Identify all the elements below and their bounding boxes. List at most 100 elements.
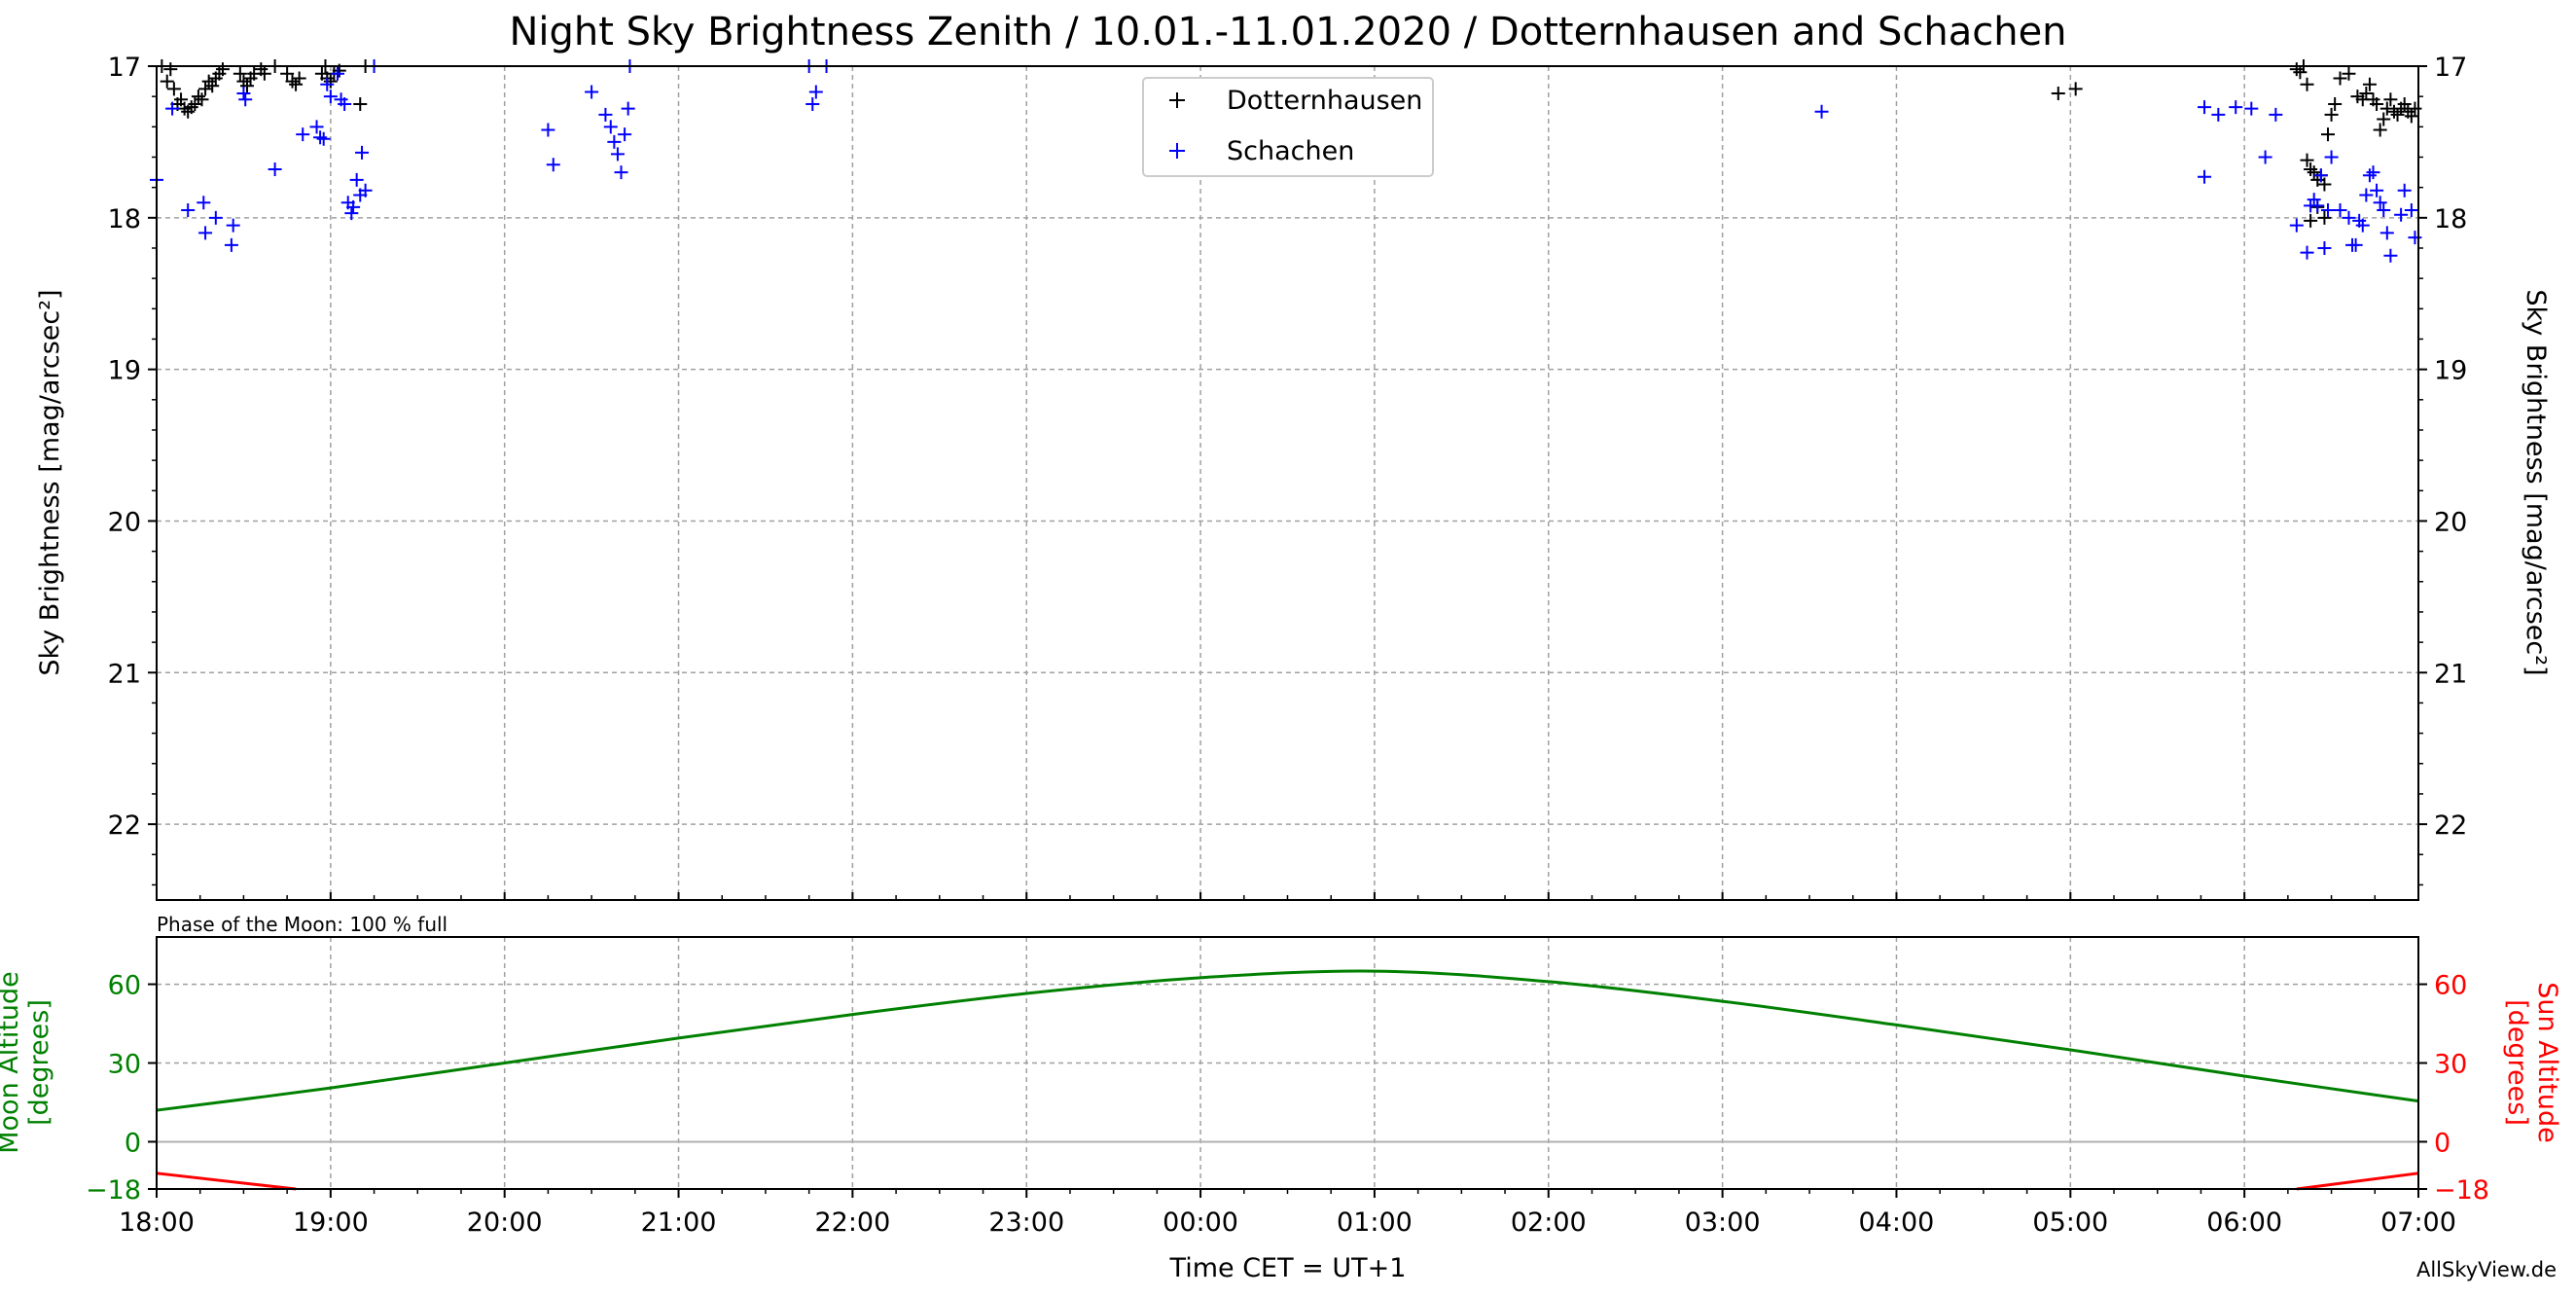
data-point-dotternhausen: [2342, 66, 2356, 81]
time-xtick-label: 03:00: [1685, 1207, 1761, 1238]
data-point-schachen: [296, 127, 310, 142]
time-xlabel: Time CET = UT+1: [1169, 1253, 1407, 1283]
data-point-schachen: [2317, 240, 2332, 255]
data-point-dotternhausen: [353, 96, 368, 111]
data-point-dotternhausen: [2362, 77, 2377, 91]
time-xtick-label: 01:00: [1337, 1207, 1413, 1238]
legend-label-dotternhausen: Dotternhausen: [1227, 86, 1422, 116]
data-point-dotternhausen: [2293, 65, 2308, 80]
data-point-schachen: [2198, 100, 2212, 115]
data-point-schachen: [346, 199, 361, 214]
data-point-dotternhausen: [2317, 210, 2332, 225]
time-xtick-label: 00:00: [1163, 1207, 1238, 1238]
data-point-schachen: [2373, 196, 2387, 210]
data-point-schachen: [2370, 183, 2384, 198]
data-point-dotternhausen: [2404, 109, 2418, 124]
data-point-dotternhausen: [2373, 123, 2387, 137]
data-point-schachen: [2244, 101, 2259, 116]
data-point-dotternhausen: [2370, 96, 2384, 111]
data-point-dotternhausen: [174, 92, 189, 107]
data-point-dotternhausen: [163, 62, 178, 77]
data-point-schachen: [621, 101, 635, 116]
data-point-schachen: [349, 172, 364, 187]
data-point-dotternhausen: [2051, 87, 2065, 101]
data-point-schachen: [2359, 188, 2374, 202]
time-xtick-label: 07:00: [2380, 1207, 2456, 1238]
data-point-schachen: [198, 226, 213, 240]
data-point-schachen: [309, 120, 324, 134]
brightness-ytick-label-left: 20: [108, 507, 141, 537]
data-point-schachen: [2348, 237, 2363, 252]
data-point-schachen: [2300, 245, 2314, 260]
data-point-dotternhausen: [2379, 101, 2394, 116]
data-point-dotternhausen: [188, 96, 202, 111]
data-point-dotternhausen: [215, 62, 230, 77]
data-point-dotternhausen: [2386, 104, 2401, 119]
data-point-schachen: [2307, 193, 2321, 207]
data-point-schachen: [808, 85, 823, 99]
data-point-schachen: [2342, 210, 2356, 225]
data-point-schachen: [226, 218, 240, 233]
data-point-dotternhausen: [2304, 213, 2318, 228]
data-point-schachen: [331, 66, 344, 81]
moon-altitude-ylabel: Moon Altitude[degrees]: [0, 971, 54, 1154]
data-point-schachen: [2229, 100, 2243, 115]
data-point-dotternhausen: [323, 74, 338, 89]
brightness-ytick-label-right: 18: [2434, 204, 2467, 234]
data-point-schachen: [344, 206, 359, 221]
data-point-dotternhausen: [240, 79, 254, 93]
moon-ytick-label: 0: [125, 1128, 141, 1158]
data-point-schachen: [224, 237, 238, 252]
brightness-ytick-label-left: 19: [108, 356, 141, 386]
axis-label-line: Sun Altitude: [2532, 982, 2562, 1142]
data-point-schachen: [236, 87, 251, 101]
data-point-schachen: [268, 162, 282, 176]
data-point-schachen: [2383, 248, 2398, 263]
data-point-schachen: [2404, 203, 2418, 218]
data-point-schachen: [355, 145, 370, 160]
brightness-series: [150, 59, 2422, 263]
data-point-dotternhausen: [2300, 77, 2314, 91]
time-xtick-label: 02:00: [1511, 1207, 1587, 1238]
time-xtick-label: 23:00: [988, 1207, 1064, 1238]
legend-label-schachen: Schachen: [1227, 136, 1354, 166]
data-point-schachen: [323, 90, 338, 104]
brightness-plot-area: [157, 66, 2418, 900]
data-point-dotternhausen: [285, 74, 300, 89]
credit-text: AllSkyView.de: [2416, 1258, 2557, 1281]
data-point-schachen: [614, 165, 628, 180]
data-point-schachen: [2362, 168, 2377, 183]
data-point-schachen: [358, 183, 373, 198]
legend-box: [1142, 77, 1434, 177]
data-point-dotternhausen: [198, 82, 213, 96]
data-point-dotternhausen: [195, 92, 209, 107]
data-point-schachen: [2394, 207, 2409, 222]
chart-title: Night Sky Brightness Zenith / 10.01.-11.…: [509, 10, 2066, 54]
data-point-dotternhausen: [2068, 82, 2083, 96]
data-point-schachen: [2211, 107, 2226, 122]
brightness-ytick-label-left: 21: [108, 659, 141, 689]
data-point-dotternhausen: [2408, 101, 2422, 116]
time-xtick-label: 18:00: [119, 1207, 195, 1238]
brightness-grid: [157, 66, 2418, 900]
data-point-dotternhausen: [177, 101, 192, 116]
data-point-dotternhausen: [2383, 92, 2398, 107]
data-point-dotternhausen: [2300, 153, 2314, 167]
data-point-dotternhausen: [257, 66, 271, 81]
data-point-dotternhausen: [2321, 127, 2335, 142]
data-point-schachen: [541, 123, 555, 137]
data-point-schachen: [338, 96, 352, 111]
time-xtick-label: 20:00: [467, 1207, 543, 1238]
data-point-dotternhausen: [289, 77, 304, 91]
data-point-schachen: [610, 147, 625, 162]
moon-altitude-line: [156, 969, 2419, 1112]
altitude-series: [156, 969, 2419, 1191]
data-point-schachen: [2289, 218, 2304, 233]
data-point-dotternhausen: [2304, 162, 2318, 176]
sun-ytick-label: 30: [2434, 1050, 2467, 1080]
data-point-schachen: [607, 134, 622, 149]
data-point-schachen: [165, 101, 180, 116]
time-xtick-label: 22:00: [814, 1207, 890, 1238]
data-point-schachen: [316, 131, 331, 146]
